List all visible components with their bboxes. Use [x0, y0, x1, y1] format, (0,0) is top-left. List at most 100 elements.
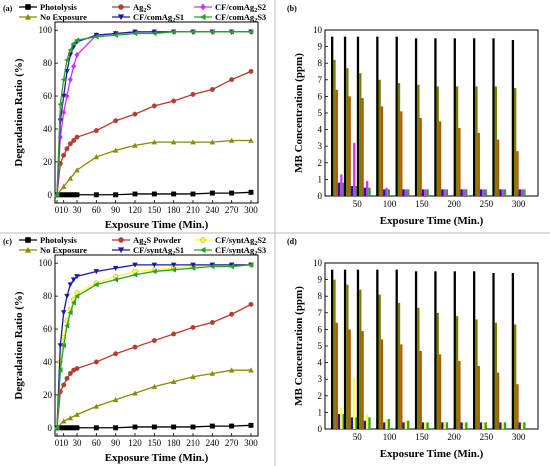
data-point	[171, 331, 177, 337]
bar	[342, 414, 345, 429]
bar-group	[356, 36, 371, 196]
data-point	[93, 154, 100, 160]
x-tick-label: 120	[128, 205, 142, 215]
y-tick-label: 7	[318, 75, 323, 85]
x-tick-label: 300	[512, 432, 526, 442]
y-tick-label: 6	[318, 91, 323, 101]
x-tick-label: 210	[186, 438, 200, 448]
plot-frame	[54, 21, 259, 204]
series-photolysis	[54, 189, 254, 198]
bar	[477, 365, 480, 429]
bar	[350, 417, 354, 429]
bar-group	[492, 38, 507, 196]
data-point	[112, 32, 118, 38]
bar	[356, 269, 360, 429]
x-tick-label: 150	[415, 432, 429, 442]
x-axis-label: Exposure Time (Min.)	[380, 448, 484, 460]
x-tick-label: 270	[225, 438, 239, 448]
y-tick-label: 1	[318, 174, 323, 184]
data-point	[209, 320, 215, 325]
bar	[395, 269, 398, 429]
bar	[342, 182, 345, 196]
data-point	[70, 40, 76, 47]
y-tick-label: 60	[43, 324, 53, 334]
legend-entry: CF/syntAg2S2	[194, 235, 266, 247]
data-point	[74, 274, 80, 280]
series-cf-comag2s1	[54, 29, 254, 198]
bar	[501, 422, 504, 429]
bar	[465, 422, 468, 429]
x-tick-label: 90	[111, 438, 121, 448]
series-photolysis	[54, 422, 254, 431]
data-point	[132, 271, 138, 278]
data-point	[93, 192, 99, 198]
x-tick-label: 180	[167, 438, 181, 448]
data-point	[170, 29, 176, 35]
bar	[479, 422, 483, 429]
bar	[499, 422, 502, 429]
data-point	[209, 190, 215, 196]
bar	[455, 86, 459, 196]
bar	[400, 111, 403, 196]
y-tick-label: 3	[318, 141, 323, 151]
bar	[366, 414, 369, 429]
data-point	[248, 262, 254, 268]
data-point	[61, 109, 67, 116]
x-tick-label: 200	[447, 199, 461, 209]
data-point	[67, 141, 73, 147]
legend-marker	[200, 237, 206, 243]
legend-entry: CF/comAg2S2	[194, 2, 266, 14]
series-no-exposure	[54, 367, 254, 431]
y-tick-label: 80	[43, 291, 53, 301]
legend-entry: No Exposure	[19, 245, 87, 255]
bar	[414, 38, 418, 196]
data-point	[151, 424, 157, 430]
data-point	[171, 424, 177, 430]
data-point	[74, 411, 80, 417]
bar-group	[395, 36, 410, 196]
bar	[482, 189, 485, 196]
bar	[356, 36, 360, 196]
legend-label: No Exposure	[40, 12, 87, 22]
data-point	[190, 29, 196, 35]
x-tick-label: 100	[383, 199, 397, 209]
y-axis-label: Degradation Ratio (%)	[13, 58, 25, 166]
legend-label: CF/comAg2S1	[133, 12, 184, 24]
data-point	[112, 147, 119, 153]
series-ag2s	[54, 68, 254, 198]
x-tick-label: 120	[128, 438, 142, 448]
bar	[417, 84, 420, 196]
x-tick-label: 60	[92, 438, 102, 448]
legend-label: Ag2S Powder	[133, 235, 181, 247]
bar	[348, 329, 351, 429]
bar	[441, 422, 444, 429]
data-point	[74, 192, 80, 198]
bar-group	[492, 272, 507, 429]
bar	[366, 181, 369, 196]
bar	[404, 420, 408, 429]
legend-entry: Photolysis	[19, 235, 78, 245]
series-line	[56, 139, 251, 196]
bar-group	[376, 36, 390, 196]
y-tick-label: 7	[318, 308, 323, 318]
legend-marker	[25, 237, 31, 243]
bar	[475, 86, 478, 196]
series-line	[56, 264, 251, 428]
data-point	[57, 367, 63, 373]
y-tick-label: 5	[318, 108, 323, 118]
legend-entry: No Exposure	[19, 12, 87, 22]
bar	[426, 422, 429, 429]
legend-label: CF/syntAg2S2	[215, 235, 266, 247]
bar	[441, 189, 444, 196]
bar	[458, 127, 461, 196]
x-tick-label: 60	[92, 205, 102, 215]
data-point	[151, 383, 158, 389]
data-point	[151, 30, 157, 37]
bar	[343, 36, 347, 196]
data-point	[93, 403, 100, 409]
legend-marker	[118, 4, 124, 10]
x-tick-label: 180	[167, 205, 181, 215]
x-axis-label: Exposure Time (Min.)	[105, 452, 209, 464]
data-point	[209, 29, 215, 35]
bar	[333, 279, 336, 429]
